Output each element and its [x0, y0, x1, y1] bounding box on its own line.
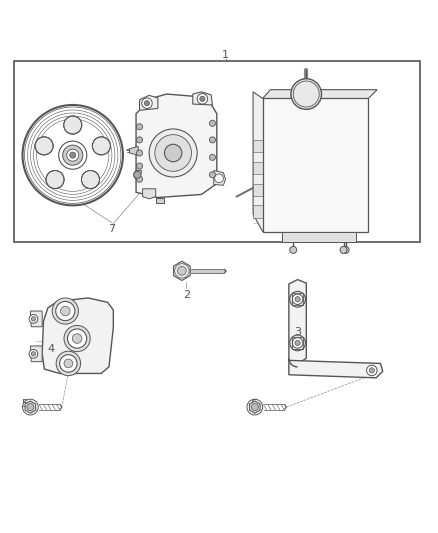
- Circle shape: [340, 246, 347, 253]
- Circle shape: [137, 176, 143, 182]
- Bar: [292, 293, 303, 305]
- Polygon shape: [253, 92, 368, 231]
- Polygon shape: [263, 99, 368, 231]
- Polygon shape: [250, 401, 260, 413]
- Polygon shape: [289, 280, 306, 362]
- Polygon shape: [155, 198, 164, 203]
- Circle shape: [290, 335, 305, 351]
- Circle shape: [60, 354, 77, 372]
- Circle shape: [295, 340, 300, 345]
- Circle shape: [215, 174, 223, 183]
- Text: 5: 5: [21, 399, 28, 409]
- Circle shape: [70, 152, 76, 158]
- Circle shape: [35, 137, 53, 155]
- Circle shape: [60, 306, 70, 316]
- Polygon shape: [30, 311, 42, 327]
- Circle shape: [63, 145, 83, 165]
- Circle shape: [200, 96, 205, 101]
- Circle shape: [67, 329, 87, 348]
- Polygon shape: [253, 140, 263, 152]
- Circle shape: [64, 116, 82, 134]
- Polygon shape: [193, 92, 212, 105]
- Polygon shape: [30, 346, 42, 362]
- Polygon shape: [130, 147, 138, 155]
- Circle shape: [164, 144, 182, 161]
- Circle shape: [137, 150, 143, 156]
- Circle shape: [369, 368, 374, 373]
- Circle shape: [295, 297, 300, 302]
- Polygon shape: [283, 231, 356, 243]
- Circle shape: [59, 141, 87, 169]
- Circle shape: [367, 365, 377, 376]
- Circle shape: [342, 246, 349, 253]
- Circle shape: [142, 98, 152, 108]
- Circle shape: [72, 334, 82, 343]
- Text: 2: 2: [183, 290, 190, 300]
- Circle shape: [64, 326, 90, 352]
- Circle shape: [29, 350, 38, 358]
- Polygon shape: [253, 183, 263, 196]
- Polygon shape: [140, 95, 158, 110]
- Circle shape: [64, 359, 73, 368]
- Circle shape: [145, 101, 150, 106]
- Circle shape: [292, 338, 303, 348]
- Text: 3: 3: [294, 327, 301, 337]
- Circle shape: [251, 403, 258, 410]
- Circle shape: [292, 294, 303, 304]
- Circle shape: [29, 314, 38, 323]
- Circle shape: [290, 292, 305, 307]
- Polygon shape: [143, 189, 155, 199]
- Circle shape: [137, 124, 143, 130]
- Polygon shape: [214, 171, 226, 185]
- Circle shape: [149, 129, 197, 177]
- Text: 4: 4: [47, 344, 54, 354]
- Polygon shape: [136, 94, 217, 198]
- Circle shape: [31, 317, 35, 321]
- Circle shape: [137, 163, 143, 169]
- Circle shape: [67, 149, 79, 161]
- Circle shape: [155, 135, 191, 171]
- Circle shape: [291, 79, 321, 109]
- Circle shape: [31, 352, 35, 356]
- Text: 7: 7: [109, 224, 116, 235]
- Circle shape: [290, 246, 297, 253]
- Bar: [14, 61, 420, 243]
- Circle shape: [137, 137, 143, 143]
- Polygon shape: [289, 360, 383, 378]
- Circle shape: [52, 298, 78, 324]
- Polygon shape: [253, 205, 263, 217]
- Text: 1: 1: [222, 50, 229, 60]
- Circle shape: [81, 171, 99, 189]
- Polygon shape: [173, 261, 190, 280]
- Circle shape: [56, 351, 81, 376]
- Circle shape: [209, 172, 215, 178]
- Circle shape: [197, 94, 208, 104]
- Bar: [292, 337, 303, 349]
- Circle shape: [177, 266, 186, 275]
- Circle shape: [209, 120, 215, 126]
- Text: 6: 6: [251, 399, 258, 409]
- Polygon shape: [42, 298, 113, 374]
- Circle shape: [56, 302, 75, 321]
- Circle shape: [209, 137, 215, 143]
- Polygon shape: [134, 171, 141, 179]
- Circle shape: [27, 403, 34, 410]
- Polygon shape: [25, 401, 35, 413]
- Circle shape: [134, 171, 141, 179]
- Circle shape: [46, 171, 64, 189]
- Circle shape: [92, 137, 110, 155]
- Circle shape: [22, 105, 123, 205]
- Polygon shape: [253, 161, 263, 174]
- Circle shape: [209, 154, 215, 160]
- Polygon shape: [263, 90, 377, 99]
